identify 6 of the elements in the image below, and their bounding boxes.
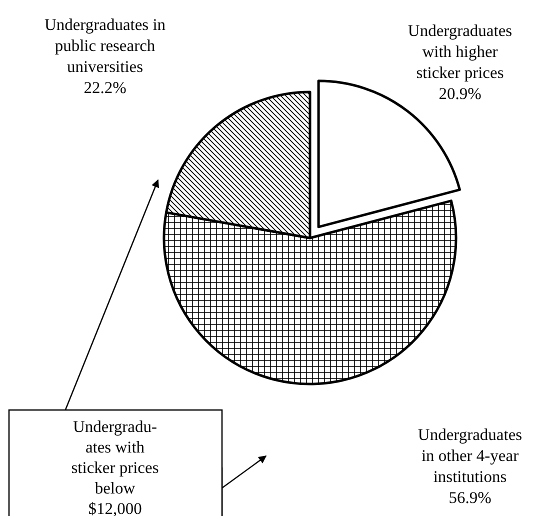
data-label: 56.9% — [448, 488, 492, 507]
slice-label: Undergraduates in public research universities — [44, 15, 166, 76]
slice-label: Undergraduates with higher sticker prices — [408, 21, 512, 82]
slice-label: Undergraduates in other 4-year institutions — [418, 425, 522, 486]
data-label: 20.9% — [438, 84, 482, 103]
data-label: 22.2% — [84, 78, 127, 97]
